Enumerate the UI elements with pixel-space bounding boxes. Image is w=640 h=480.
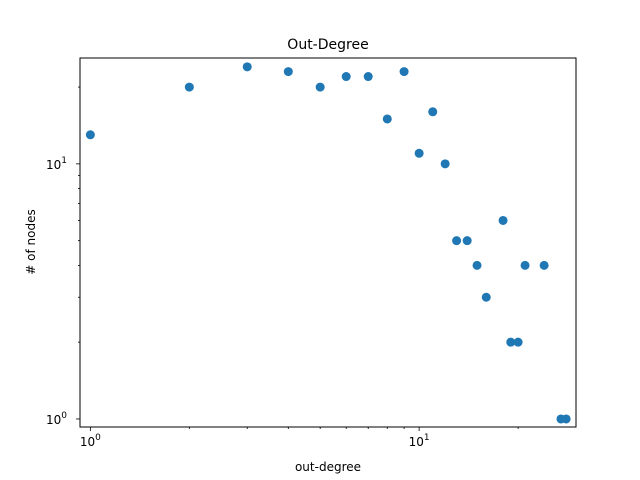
data-point <box>506 337 516 347</box>
x-tick-label: 100 <box>80 433 101 449</box>
y-axis-label: # of nodes <box>24 209 38 274</box>
data-point <box>498 215 508 225</box>
data-point <box>472 260 482 270</box>
data-point <box>452 236 462 246</box>
data-point <box>513 337 523 347</box>
data-point <box>363 72 373 82</box>
y-axis-ticks: 100 101 <box>46 86 80 427</box>
x-axis-ticks: 100 101 <box>80 427 519 449</box>
data-point <box>462 236 472 246</box>
data-point <box>283 67 293 77</box>
data-point <box>561 414 571 424</box>
plot-frame <box>79 57 577 428</box>
x-tick-label: 101 <box>409 433 430 449</box>
data-point <box>539 260 549 270</box>
scatter-points <box>85 62 571 424</box>
data-point <box>315 82 325 92</box>
data-point <box>399 67 409 77</box>
y-tick-label: 101 <box>46 156 67 172</box>
data-point <box>382 114 392 124</box>
data-point <box>85 130 95 140</box>
y-tick-label: 100 <box>46 411 67 427</box>
x-axis-label: out-degree <box>295 460 361 474</box>
data-point <box>184 82 194 92</box>
data-point <box>414 148 424 158</box>
data-point <box>440 159 450 169</box>
chart-title: Out-Degree <box>287 37 368 53</box>
data-point <box>520 260 530 270</box>
data-point <box>242 62 252 72</box>
data-point <box>428 107 438 117</box>
data-point <box>481 292 491 302</box>
data-point <box>341 72 351 82</box>
